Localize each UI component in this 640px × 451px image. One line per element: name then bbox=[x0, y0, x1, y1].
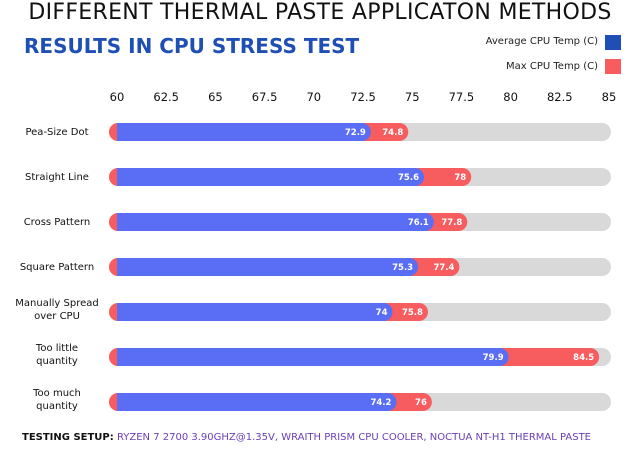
x-tick-label: 65 bbox=[208, 90, 223, 104]
avg-value-label: 76.1 bbox=[408, 218, 429, 228]
legend-max-swatch bbox=[605, 59, 621, 74]
category-label: Too little bbox=[35, 343, 78, 354]
category-label: quantity bbox=[36, 401, 78, 412]
category-label: Pea-Size Dot bbox=[25, 127, 88, 138]
x-tick-label: 77.5 bbox=[449, 90, 475, 104]
avg-temp-bar bbox=[117, 213, 434, 231]
max-value-label: 75.8 bbox=[402, 308, 423, 318]
avg-temp-bar bbox=[117, 258, 419, 276]
x-tick-label: 62.5 bbox=[153, 90, 179, 104]
chart-subtitle: RESULTS IN CPU STRESS TEST bbox=[24, 34, 360, 58]
x-tick-label: 67.5 bbox=[252, 90, 278, 104]
legend-avg-label: Average CPU Temp (C) bbox=[485, 36, 598, 47]
max-value-label: 78 bbox=[454, 173, 466, 183]
testing-setup-label: TESTING SETUP: bbox=[22, 432, 114, 443]
avg-temp-bar bbox=[117, 303, 393, 321]
avg-value-label: 75.6 bbox=[398, 173, 419, 183]
avg-value-label: 74.2 bbox=[370, 398, 391, 408]
avg-temp-bar bbox=[117, 393, 397, 411]
x-tick-label: 60 bbox=[110, 90, 125, 104]
avg-temp-bar bbox=[117, 168, 425, 186]
category-label: Square Pattern bbox=[20, 262, 94, 273]
avg-temp-bar-edge bbox=[117, 123, 126, 141]
chart-title: DIFFERENT THERMAL PASTE APPLICATON METHO… bbox=[28, 0, 612, 25]
x-tick-label: 85 bbox=[602, 90, 617, 104]
max-value-label: 84.5 bbox=[573, 353, 594, 363]
x-tick-label: 72.5 bbox=[350, 90, 376, 104]
avg-temp-bar bbox=[117, 348, 509, 366]
testing-setup-value: RYZEN 7 2700 3.90GHZ@1.35V, WRAITH PRISM… bbox=[116, 432, 591, 443]
category-label: Too much bbox=[32, 388, 81, 399]
x-tick-label: 75 bbox=[405, 90, 420, 104]
max-value-label: 77.8 bbox=[441, 218, 462, 228]
category-label: Manually Spread bbox=[15, 298, 98, 309]
category-label: Straight Line bbox=[25, 172, 89, 183]
x-tick-label: 80 bbox=[503, 90, 518, 104]
avg-temp-bar-edge bbox=[117, 213, 126, 231]
avg-value-label: 74 bbox=[376, 308, 388, 318]
avg-temp-bar-edge bbox=[117, 393, 126, 411]
max-value-label: 74.8 bbox=[382, 128, 403, 138]
avg-temp-bar-edge bbox=[117, 168, 126, 186]
avg-temp-bar-edge bbox=[117, 348, 126, 366]
avg-value-label: 72.9 bbox=[345, 128, 366, 138]
legend-max-label: Max CPU Temp (C) bbox=[506, 61, 598, 72]
avg-temp-bar-edge bbox=[117, 258, 126, 276]
x-tick-label: 82.5 bbox=[547, 90, 573, 104]
avg-value-label: 79.9 bbox=[483, 353, 504, 363]
avg-temp-bar bbox=[117, 123, 371, 141]
category-label: Cross Pattern bbox=[24, 217, 91, 228]
testing-setup: TESTING SETUP: RYZEN 7 2700 3.90GHZ@1.35… bbox=[22, 432, 591, 443]
category-label: over CPU bbox=[34, 311, 80, 322]
avg-temp-bar-edge bbox=[117, 303, 126, 321]
max-value-label: 76 bbox=[415, 398, 427, 408]
x-tick-label: 70 bbox=[306, 90, 321, 104]
legend-avg-swatch bbox=[605, 35, 621, 50]
avg-value-label: 75.3 bbox=[392, 263, 413, 273]
max-value-label: 77.4 bbox=[433, 263, 454, 273]
category-label: quantity bbox=[36, 356, 78, 367]
